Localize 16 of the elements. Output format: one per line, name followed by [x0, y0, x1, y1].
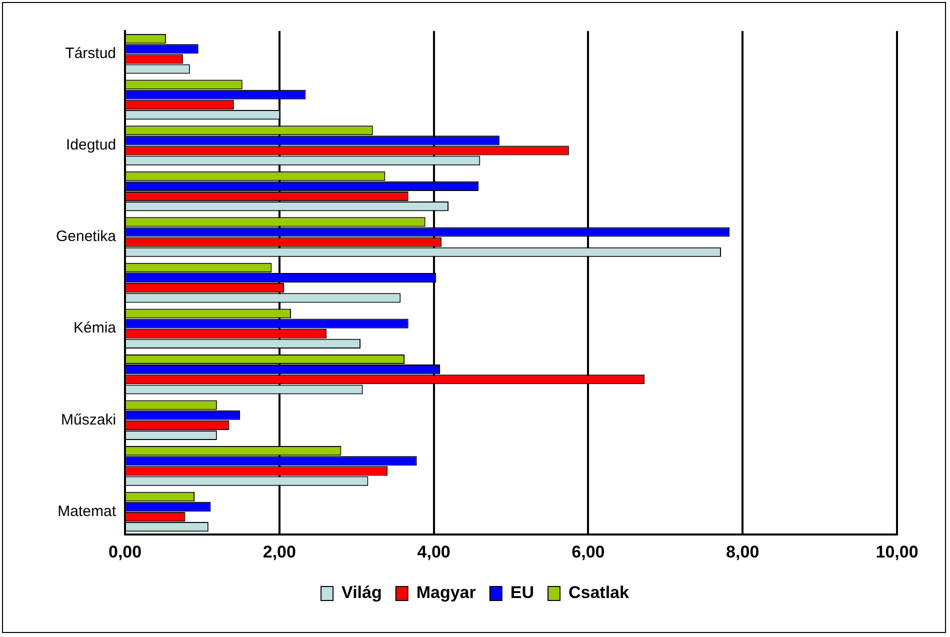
y-tick-label: Genetika — [56, 228, 117, 246]
x-tick-label: 10,00 — [876, 542, 918, 562]
legend-label: Világ — [342, 583, 382, 602]
x-tick-label: 8,00 — [726, 542, 760, 562]
x-tick-label: 6,00 — [572, 542, 605, 562]
x-tick-label: 4,00 — [417, 542, 450, 562]
y-tick-label: Kémia — [74, 320, 117, 337]
x-tick-label: 2,00 — [262, 542, 296, 562]
legend-label: Magyar — [416, 583, 476, 602]
legend-label: EU — [510, 583, 534, 602]
y-tick-label: Idegtud — [66, 136, 116, 154]
legend-label: Csatlak — [568, 583, 630, 602]
x-tick-label: 0,00 — [108, 542, 142, 562]
y-tick-label: Matemat — [58, 502, 117, 520]
y-tick-label: Műszaki — [61, 411, 116, 428]
y-tick-label: Társtud — [65, 45, 116, 62]
